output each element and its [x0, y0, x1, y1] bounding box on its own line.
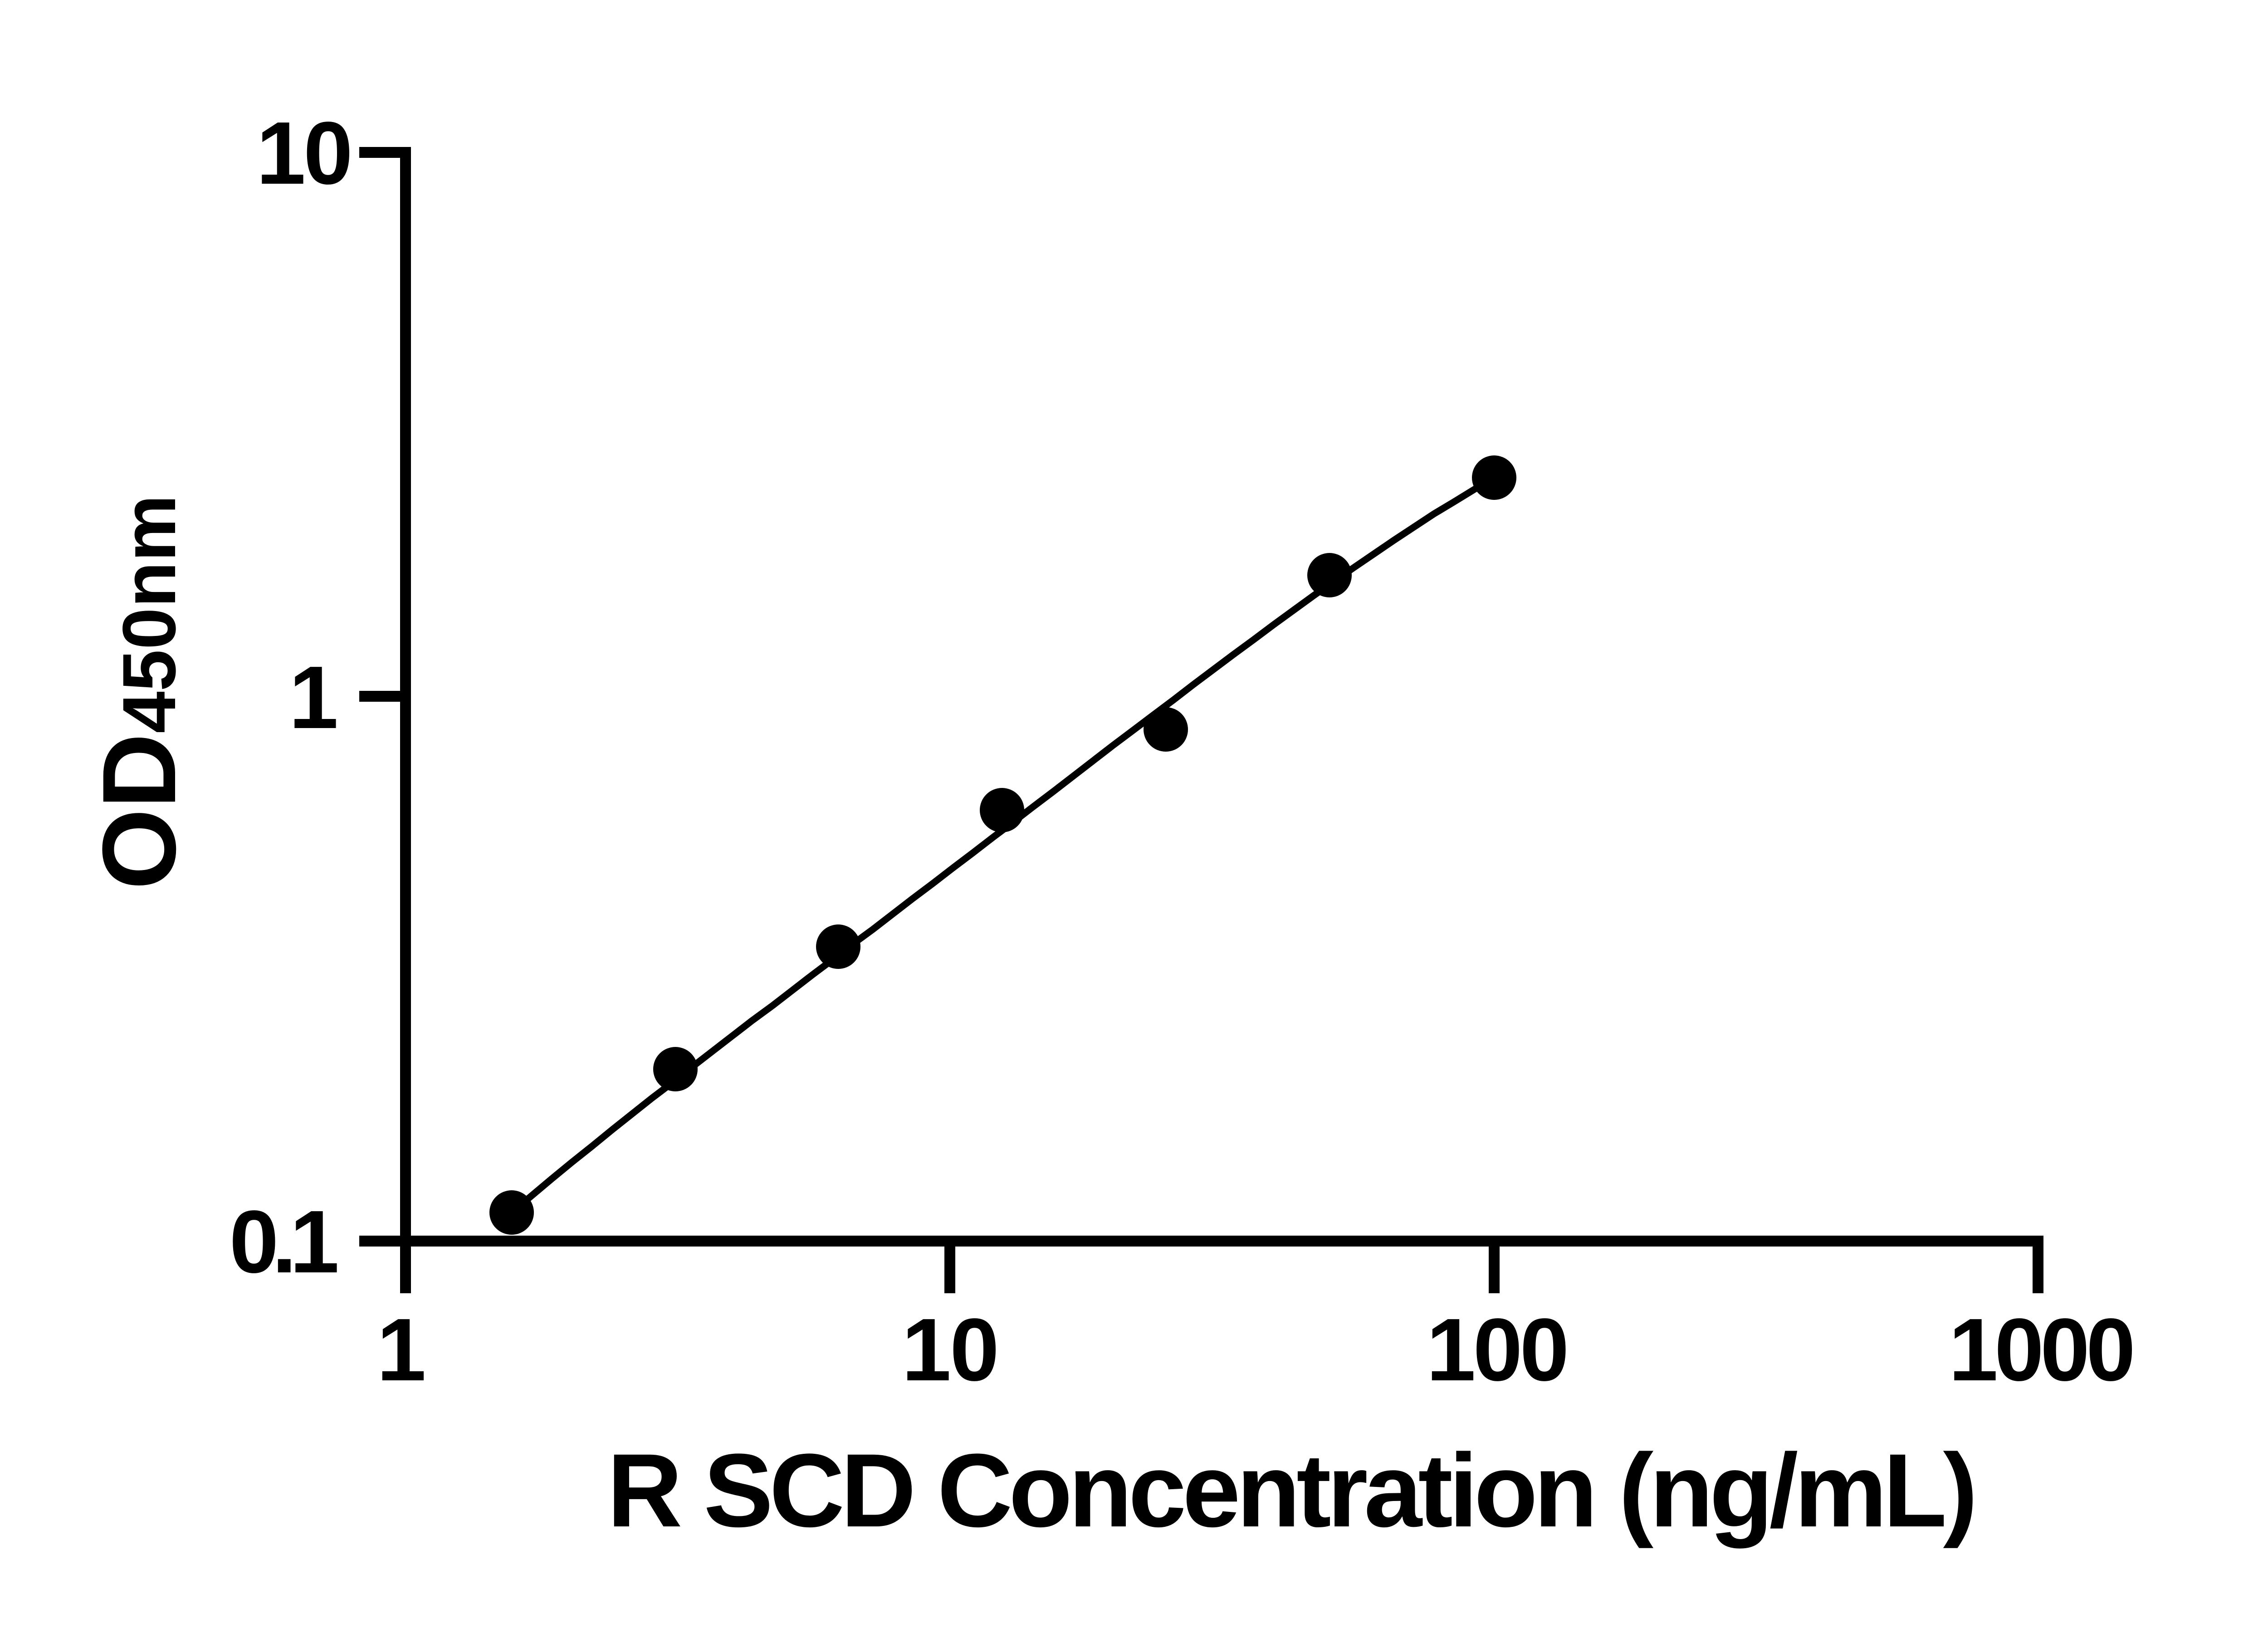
- svg-text:R SCD Concentration (ng/mL): R SCD Concentration (ng/mL): [607, 1432, 1974, 1549]
- svg-text:100: 100: [1426, 1300, 1566, 1399]
- svg-text:1: 1: [289, 648, 338, 747]
- svg-text:1: 1: [376, 1300, 426, 1399]
- svg-text:10: 10: [902, 1300, 998, 1399]
- svg-text:10: 10: [256, 103, 351, 203]
- svg-text:0.1: 0.1: [230, 1192, 337, 1291]
- svg-text:1000: 1000: [1949, 1300, 2132, 1399]
- svg-text:OD450nm: OD450nm: [81, 495, 197, 890]
